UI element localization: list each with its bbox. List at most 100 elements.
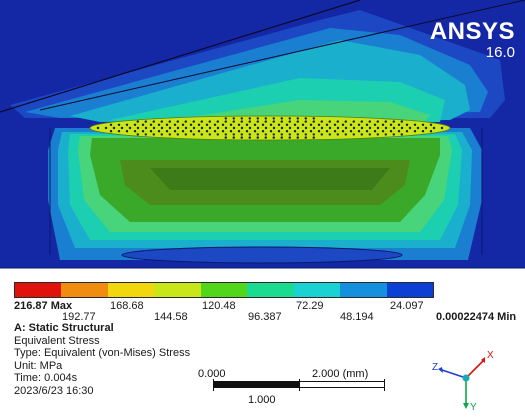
scale-ruler [213, 379, 385, 391]
triad-label-y: Y [470, 402, 477, 413]
plate-hole [216, 126, 220, 130]
plate-hole [357, 130, 361, 133]
plate-hole [288, 120, 291, 123]
plate-hole [309, 123, 313, 127]
plate-hole [352, 126, 356, 130]
plate-hole [421, 130, 425, 133]
plate-hole [165, 123, 169, 127]
plate-hole [360, 126, 364, 130]
scale-label-left: 0.000 [198, 368, 226, 380]
plate-hole [296, 117, 299, 120]
legend-label-lower: 48.194 [340, 311, 374, 323]
plate-hole [245, 130, 249, 133]
plate-hole [256, 120, 259, 123]
plate-hole [336, 120, 339, 123]
plate-hole [200, 126, 204, 130]
result-time: Time: 0.004s [14, 372, 78, 384]
plate-hole [352, 133, 355, 136]
plate-hole [152, 120, 155, 123]
plate-hole [336, 126, 340, 130]
plate-hole [192, 126, 196, 130]
plate-hole [141, 123, 145, 127]
plate-hole [360, 120, 363, 123]
plate-hole [293, 123, 297, 127]
legend-band [340, 283, 387, 297]
plate-hole [392, 133, 395, 136]
plate-hole [365, 123, 369, 127]
plate-hole [272, 120, 275, 123]
plate-hole [264, 136, 267, 139]
plate-hole [277, 123, 281, 127]
plate-hole [216, 120, 219, 123]
legend-band [107, 283, 155, 297]
plate-hole [277, 130, 281, 133]
coordinate-triad[interactable]: Y Z X [430, 348, 510, 413]
plate-hole [288, 126, 292, 130]
lower-core [150, 168, 390, 190]
plate-hole [309, 130, 313, 133]
plate-hole [328, 133, 331, 136]
plate-hole [176, 120, 179, 123]
plate-hole [104, 126, 108, 130]
legend-label-min: 0.00022474 Min [436, 311, 517, 323]
plate-hole [416, 126, 420, 130]
plate-hole [301, 123, 305, 127]
triad-label-z: Z [432, 362, 438, 373]
plate-hole [189, 123, 193, 127]
plate-hole [397, 123, 401, 127]
legend-band [386, 283, 433, 297]
plate-hole [136, 120, 139, 123]
plate-hole [240, 117, 243, 120]
plate-hole [384, 126, 388, 130]
plate-hole [312, 117, 315, 120]
plate-hole [440, 126, 444, 130]
result-unit: Unit: MPa [14, 359, 63, 372]
plate-hole [224, 136, 227, 139]
plate-hole [376, 120, 379, 123]
plate-hole [373, 123, 377, 127]
plate-hole [264, 117, 267, 120]
plate-hole [413, 123, 417, 127]
plate-hole [152, 126, 156, 130]
plate-hole [157, 123, 161, 127]
scale-tick [213, 379, 214, 391]
plate-hole [389, 130, 393, 133]
plate-hole [376, 126, 380, 130]
plate-hole [160, 133, 163, 136]
plate-hole [312, 120, 315, 123]
plate-hole [312, 133, 315, 136]
result-type: Type: Equivalent (von-Mises) Stress [14, 347, 191, 359]
inner-ring [121, 246, 403, 264]
plate-hole [200, 120, 203, 123]
plate-hole [408, 126, 412, 130]
plate-hole [253, 123, 257, 127]
legend-label-lower: 144.58 [154, 311, 188, 323]
plate-hole [109, 130, 113, 133]
plate-hole [184, 120, 187, 123]
plate-hole [400, 133, 403, 136]
plate-hole [280, 126, 284, 130]
plate-hole [360, 133, 363, 136]
plate-hole [237, 130, 241, 133]
plate-hole [240, 133, 243, 136]
plate-hole [288, 117, 291, 120]
legend-band [247, 283, 294, 297]
plate-hole [264, 126, 268, 130]
edge-line-2 [39, 0, 525, 111]
plate-hole [205, 130, 209, 133]
plate-hole [240, 136, 243, 139]
plate-hole [349, 130, 353, 133]
plate-hole [133, 130, 137, 133]
plate-hole [173, 130, 177, 133]
plate-hole [397, 130, 401, 133]
plate-hole [429, 130, 433, 133]
plate-hole [248, 126, 252, 130]
plate-hole [232, 133, 235, 136]
plate-hole [280, 120, 283, 123]
plate-hole [381, 123, 385, 127]
plate-hole [256, 117, 259, 120]
plate-hole [136, 126, 140, 130]
plate-hole [152, 133, 155, 136]
plate-hole [224, 120, 227, 123]
